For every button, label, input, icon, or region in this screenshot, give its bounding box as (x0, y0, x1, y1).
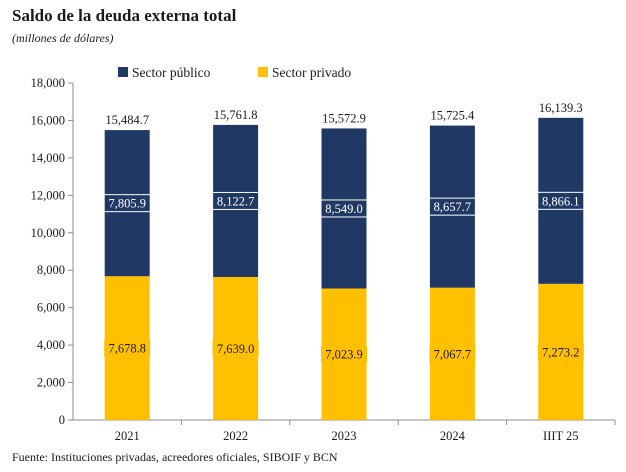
data-label-box (321, 345, 367, 363)
legend-label-sector-publico: Sector público (132, 65, 211, 80)
source-note: Fuente: Instituciones privadas, acreedor… (12, 450, 338, 464)
data-label-sector-publico: 8,657.7 (434, 200, 472, 214)
data-label-box (212, 191, 260, 210)
y-tick-label: 10,000 (31, 226, 65, 240)
data-label-sector-privado: 7,067.7 (434, 347, 472, 361)
data-label-sector-publico: 8,122.7 (217, 194, 255, 208)
data-label-box (537, 191, 585, 210)
data-label-box (320, 199, 368, 218)
total-label: 15,761.8 (214, 108, 258, 122)
y-tick-label: 16,000 (31, 113, 65, 127)
legend-swatch-sector-publico (118, 67, 128, 77)
x-tick-label: IIIT 25 (543, 429, 579, 443)
data-label-sector-privado: 7,678.8 (108, 342, 146, 356)
y-tick-label: 18,000 (31, 76, 65, 90)
total-label: 15,572.9 (322, 111, 366, 125)
data-label-sector-publico: 8,549.0 (325, 202, 363, 216)
data-label-sector-privado: 7,639.0 (217, 342, 255, 356)
total-label: 15,484.7 (105, 113, 149, 127)
legend-swatch-sector-privado (258, 67, 268, 77)
legend-label-sector-privado: Sector privado (272, 65, 351, 80)
total-label: 15,725.4 (431, 109, 476, 123)
y-tick-label: 8,000 (37, 263, 65, 277)
data-label-sector-privado: 7,273.2 (542, 345, 580, 359)
data-label-box (428, 197, 476, 216)
x-tick-label: 2022 (223, 429, 248, 443)
x-tick-label: 2021 (115, 429, 140, 443)
data-label-sector-privado: 7,023.9 (325, 348, 363, 362)
x-tick-label: 2023 (332, 429, 357, 443)
chart-title: Saldo de la deuda externa total (12, 6, 237, 25)
y-tick-label: 14,000 (31, 151, 65, 165)
data-label-box (429, 345, 476, 363)
data-label-box (212, 339, 259, 357)
total-label: 16,139.3 (539, 101, 583, 115)
y-tick-label: 2,000 (37, 376, 65, 390)
y-tick-label: 12,000 (31, 188, 65, 202)
chart-subtitle: (millones de dólares) (12, 31, 114, 45)
data-label-box (104, 339, 151, 357)
data-label-sector-publico: 7,805.9 (108, 197, 146, 211)
data-label-box (103, 194, 151, 213)
data-label-sector-publico: 8,866.1 (542, 194, 580, 208)
y-tick-label: 0 (59, 413, 65, 427)
y-tick-label: 4,000 (37, 338, 65, 352)
x-tick-label: 2024 (440, 429, 466, 443)
data-label-box (537, 343, 584, 361)
y-tick-label: 6,000 (37, 301, 65, 315)
